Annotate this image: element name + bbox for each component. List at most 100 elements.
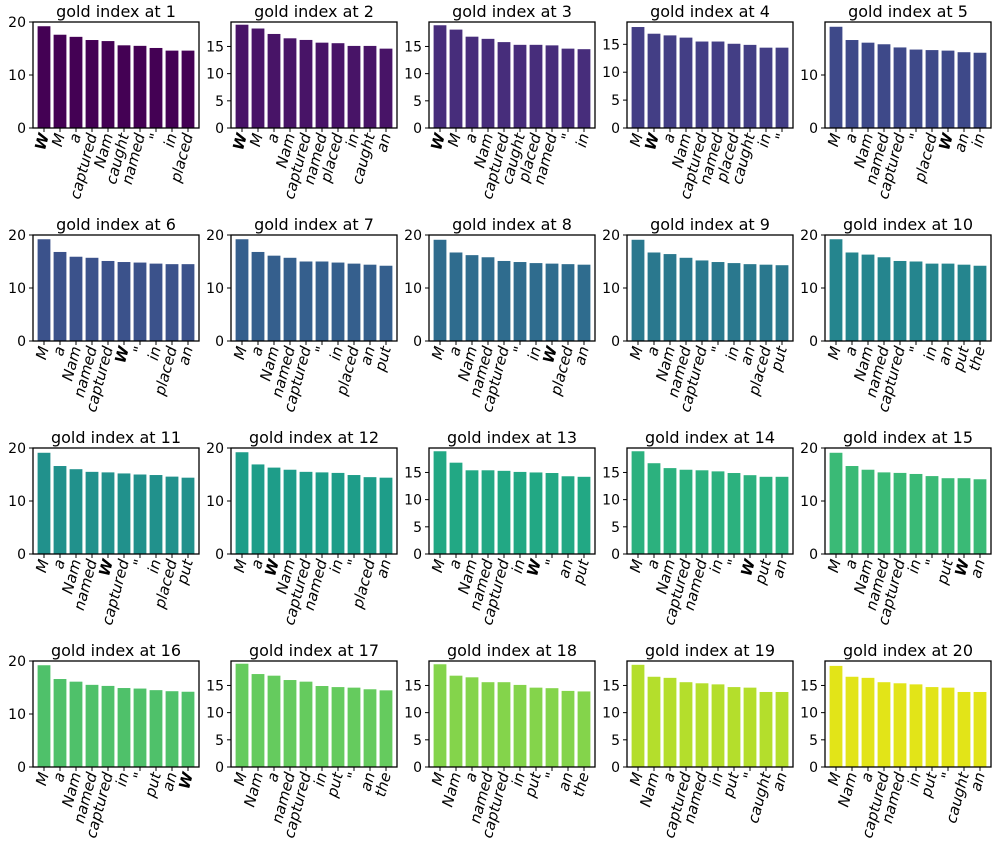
x-tick-label: in bbox=[508, 557, 529, 575]
bar bbox=[267, 467, 281, 554]
subplot-title: gold index at 5 bbox=[848, 2, 968, 21]
bar bbox=[299, 681, 313, 767]
y-tick-label: 15 bbox=[404, 39, 422, 55]
y-tick-label: 10 bbox=[800, 68, 818, 84]
x-tick-label: an bbox=[555, 557, 577, 580]
bar bbox=[561, 690, 575, 767]
bar bbox=[117, 45, 131, 128]
y-tick-label: 10 bbox=[8, 281, 26, 297]
y-tick-label: 20 bbox=[602, 228, 620, 244]
x-tick-label: " bbox=[724, 557, 743, 568]
y-tick-label: 10 bbox=[602, 65, 620, 81]
bar bbox=[315, 686, 329, 767]
y-tick-label: 0 bbox=[413, 547, 422, 563]
bar bbox=[775, 691, 789, 767]
subplot-title: gold index at 2 bbox=[254, 2, 374, 21]
bar bbox=[363, 45, 377, 128]
x-tick-label: an bbox=[373, 131, 395, 154]
y-tick-label: 0 bbox=[809, 121, 818, 137]
axes-frame bbox=[626, 234, 794, 342]
subplot: gold index at 18MNamanamedcapturedinput"… bbox=[404, 641, 596, 840]
x-tick-label: in bbox=[754, 131, 775, 149]
subplot: gold index at 13MaNamnamedcapturedinW"an… bbox=[404, 428, 596, 627]
y-tick-label: 10 bbox=[206, 494, 224, 510]
bar bbox=[925, 50, 939, 129]
bar bbox=[909, 49, 923, 129]
x-tick-label: M bbox=[48, 131, 69, 148]
x-tick-label: a bbox=[49, 557, 69, 571]
bar bbox=[631, 239, 645, 341]
bar bbox=[861, 469, 875, 554]
x-tick-label: in bbox=[144, 344, 165, 362]
x-tick-label: a bbox=[841, 557, 861, 571]
x-tick-label: a bbox=[841, 131, 861, 145]
bar bbox=[433, 25, 447, 128]
x-tick-label: a bbox=[445, 344, 465, 358]
bar bbox=[283, 257, 297, 341]
x-tick-label: a bbox=[643, 344, 663, 358]
bar bbox=[695, 260, 709, 341]
x-tick-label: " bbox=[344, 557, 363, 568]
y-tick-label: 15 bbox=[404, 465, 422, 481]
bar bbox=[149, 690, 163, 767]
bar bbox=[973, 479, 987, 554]
x-tick-label: " bbox=[510, 344, 529, 355]
bar bbox=[331, 687, 345, 767]
axes-frame bbox=[626, 21, 794, 129]
bar bbox=[727, 43, 741, 129]
bar bbox=[235, 239, 249, 341]
y-tick-label: 15 bbox=[602, 37, 620, 53]
y-tick-label: 10 bbox=[206, 67, 224, 83]
y-tick-label: 10 bbox=[404, 493, 422, 509]
bar bbox=[465, 677, 479, 767]
y-tick-label: 0 bbox=[413, 121, 422, 137]
x-tick-label: an bbox=[967, 770, 989, 793]
x-tick-label: in bbox=[572, 131, 593, 149]
bar bbox=[133, 474, 147, 554]
x-tick-label: M bbox=[626, 770, 647, 787]
x-tick-label: " bbox=[772, 131, 791, 142]
x-tick-label: an bbox=[357, 770, 379, 793]
subplot: gold index at 15MaNamnamedcapturedin"put… bbox=[800, 428, 992, 627]
bar bbox=[133, 45, 147, 128]
x-tick-label: " bbox=[938, 770, 957, 781]
x-tick-label: an bbox=[159, 770, 181, 793]
x-tick-label: " bbox=[130, 344, 149, 355]
bar bbox=[513, 262, 527, 341]
bar bbox=[941, 687, 955, 767]
bar bbox=[149, 475, 163, 554]
bar bbox=[101, 260, 115, 341]
axes-frame bbox=[428, 21, 596, 129]
bar bbox=[465, 470, 479, 554]
subplot-title: gold index at 14 bbox=[645, 428, 775, 447]
bar bbox=[631, 451, 645, 554]
bar bbox=[861, 42, 875, 128]
y-tick-label: 20 bbox=[800, 228, 818, 244]
bar bbox=[775, 47, 789, 128]
y-tick-label: 0 bbox=[413, 760, 422, 776]
x-tick-label: " bbox=[146, 131, 165, 142]
y-tick-label: 20 bbox=[8, 654, 26, 670]
x-tick-label: a bbox=[643, 557, 663, 571]
x-tick-label: W bbox=[31, 130, 53, 152]
y-tick-label: 20 bbox=[800, 441, 818, 457]
x-tick-label: M bbox=[626, 344, 647, 361]
y-tick-label: 0 bbox=[413, 334, 422, 350]
bar bbox=[53, 679, 67, 767]
bar bbox=[513, 471, 527, 554]
bar bbox=[957, 478, 971, 554]
x-tick-label: " bbox=[558, 131, 577, 142]
subplot-title: gold index at 7 bbox=[254, 215, 374, 234]
bar bbox=[299, 471, 313, 554]
bar bbox=[925, 263, 939, 341]
bar bbox=[363, 264, 377, 341]
bar bbox=[743, 264, 757, 341]
bar bbox=[861, 677, 875, 767]
axes-frame bbox=[626, 447, 794, 555]
bar bbox=[149, 263, 163, 341]
x-tick-label: a bbox=[247, 344, 267, 358]
bar bbox=[379, 477, 393, 554]
bar bbox=[877, 472, 891, 554]
y-tick-label: 15 bbox=[404, 678, 422, 694]
